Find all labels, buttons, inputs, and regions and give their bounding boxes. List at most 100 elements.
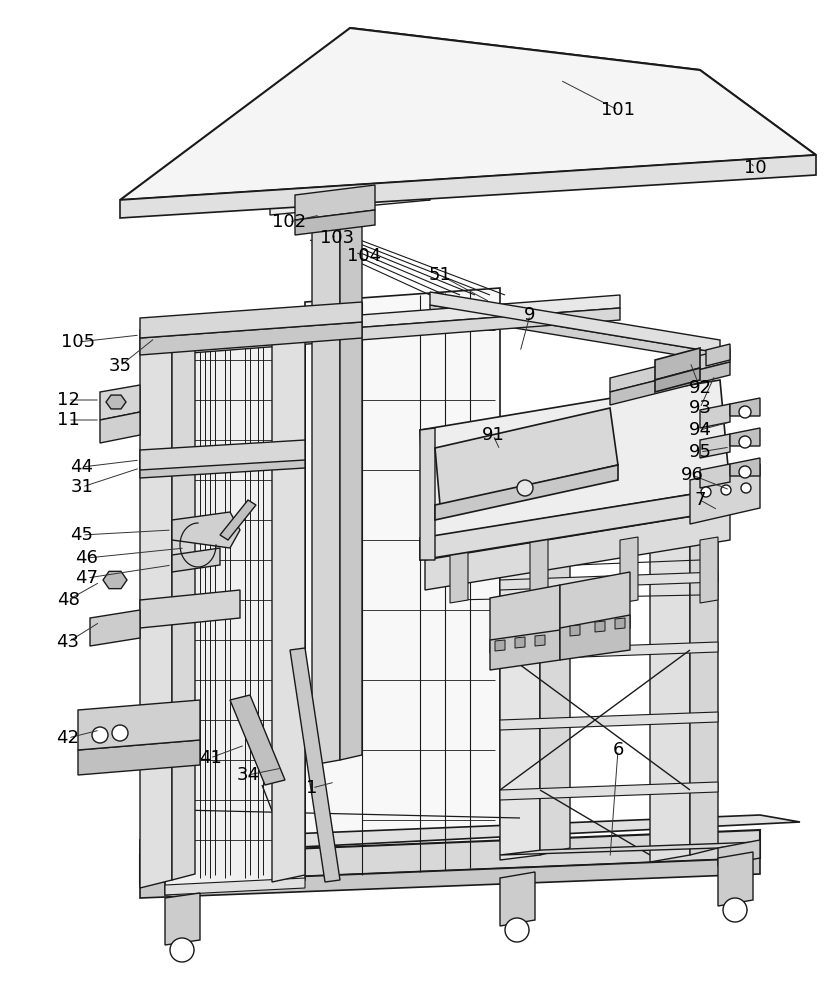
Polygon shape: [140, 322, 172, 888]
Text: 43: 43: [56, 633, 79, 651]
Polygon shape: [420, 380, 730, 538]
Polygon shape: [730, 428, 760, 446]
Polygon shape: [165, 893, 200, 945]
Polygon shape: [435, 408, 618, 505]
Text: 51: 51: [429, 266, 452, 284]
Polygon shape: [165, 315, 305, 895]
Circle shape: [170, 938, 194, 962]
Text: 105: 105: [61, 333, 95, 351]
Polygon shape: [230, 695, 285, 785]
Polygon shape: [610, 362, 730, 405]
Circle shape: [505, 918, 529, 942]
Text: 34: 34: [236, 766, 259, 784]
Polygon shape: [120, 155, 816, 218]
Text: 92: 92: [689, 379, 711, 397]
Text: 102: 102: [272, 213, 306, 231]
Polygon shape: [655, 348, 700, 380]
Polygon shape: [730, 398, 760, 416]
Polygon shape: [500, 642, 718, 660]
Polygon shape: [172, 316, 195, 880]
Text: 91: 91: [482, 426, 505, 444]
Polygon shape: [140, 830, 760, 883]
Polygon shape: [435, 465, 618, 520]
Polygon shape: [272, 310, 305, 882]
Polygon shape: [560, 615, 630, 660]
Polygon shape: [425, 510, 730, 590]
Polygon shape: [615, 618, 625, 629]
Circle shape: [721, 485, 731, 495]
Polygon shape: [140, 858, 760, 898]
Circle shape: [723, 898, 747, 922]
Text: 47: 47: [75, 569, 98, 587]
Text: 96: 96: [681, 466, 704, 484]
Circle shape: [739, 436, 751, 448]
Text: 6: 6: [612, 741, 624, 759]
Polygon shape: [312, 190, 362, 210]
Text: 41: 41: [198, 749, 221, 767]
Polygon shape: [690, 425, 718, 855]
Polygon shape: [700, 537, 718, 603]
Polygon shape: [706, 344, 730, 366]
Polygon shape: [495, 640, 505, 651]
Polygon shape: [140, 450, 305, 478]
Text: 31: 31: [70, 478, 93, 496]
Polygon shape: [500, 572, 718, 590]
Polygon shape: [140, 590, 240, 628]
Polygon shape: [535, 635, 545, 646]
Polygon shape: [172, 548, 220, 572]
Polygon shape: [140, 322, 362, 355]
Polygon shape: [220, 500, 256, 540]
Text: 94: 94: [689, 421, 711, 439]
Polygon shape: [90, 610, 140, 646]
Polygon shape: [100, 412, 140, 443]
Polygon shape: [100, 385, 140, 420]
Text: 45: 45: [70, 526, 93, 544]
Polygon shape: [270, 158, 430, 215]
Polygon shape: [430, 305, 720, 362]
Polygon shape: [312, 205, 340, 765]
Polygon shape: [500, 502, 718, 520]
Polygon shape: [610, 348, 730, 392]
Polygon shape: [560, 572, 630, 640]
Polygon shape: [490, 630, 560, 670]
Text: 103: 103: [320, 229, 354, 247]
Polygon shape: [718, 852, 753, 906]
Polygon shape: [120, 28, 816, 200]
Polygon shape: [540, 493, 570, 855]
Circle shape: [739, 466, 751, 478]
Polygon shape: [295, 210, 375, 235]
Text: 1: 1: [306, 779, 318, 797]
Circle shape: [701, 487, 711, 497]
Polygon shape: [490, 585, 560, 653]
Circle shape: [739, 406, 751, 418]
Circle shape: [517, 480, 533, 496]
Polygon shape: [165, 878, 305, 895]
Polygon shape: [500, 500, 540, 860]
Polygon shape: [165, 295, 620, 342]
Text: 101: 101: [601, 101, 635, 119]
Text: 42: 42: [56, 729, 79, 747]
Polygon shape: [420, 428, 435, 560]
Polygon shape: [718, 840, 760, 866]
Polygon shape: [290, 648, 340, 882]
Text: 12: 12: [56, 391, 79, 409]
Circle shape: [92, 727, 108, 743]
Polygon shape: [140, 815, 800, 855]
Polygon shape: [620, 537, 638, 603]
Polygon shape: [530, 537, 548, 603]
Polygon shape: [570, 625, 580, 636]
Polygon shape: [140, 440, 305, 470]
Text: 10: 10: [743, 159, 767, 177]
Text: 11: 11: [57, 411, 79, 429]
Polygon shape: [172, 512, 240, 548]
Polygon shape: [690, 464, 760, 524]
Polygon shape: [305, 288, 500, 888]
Polygon shape: [103, 571, 127, 589]
Text: 7: 7: [694, 491, 705, 509]
Polygon shape: [515, 637, 525, 648]
Polygon shape: [500, 872, 535, 926]
Polygon shape: [700, 404, 730, 428]
Text: 46: 46: [75, 549, 98, 567]
Polygon shape: [650, 432, 690, 862]
Polygon shape: [450, 537, 468, 603]
